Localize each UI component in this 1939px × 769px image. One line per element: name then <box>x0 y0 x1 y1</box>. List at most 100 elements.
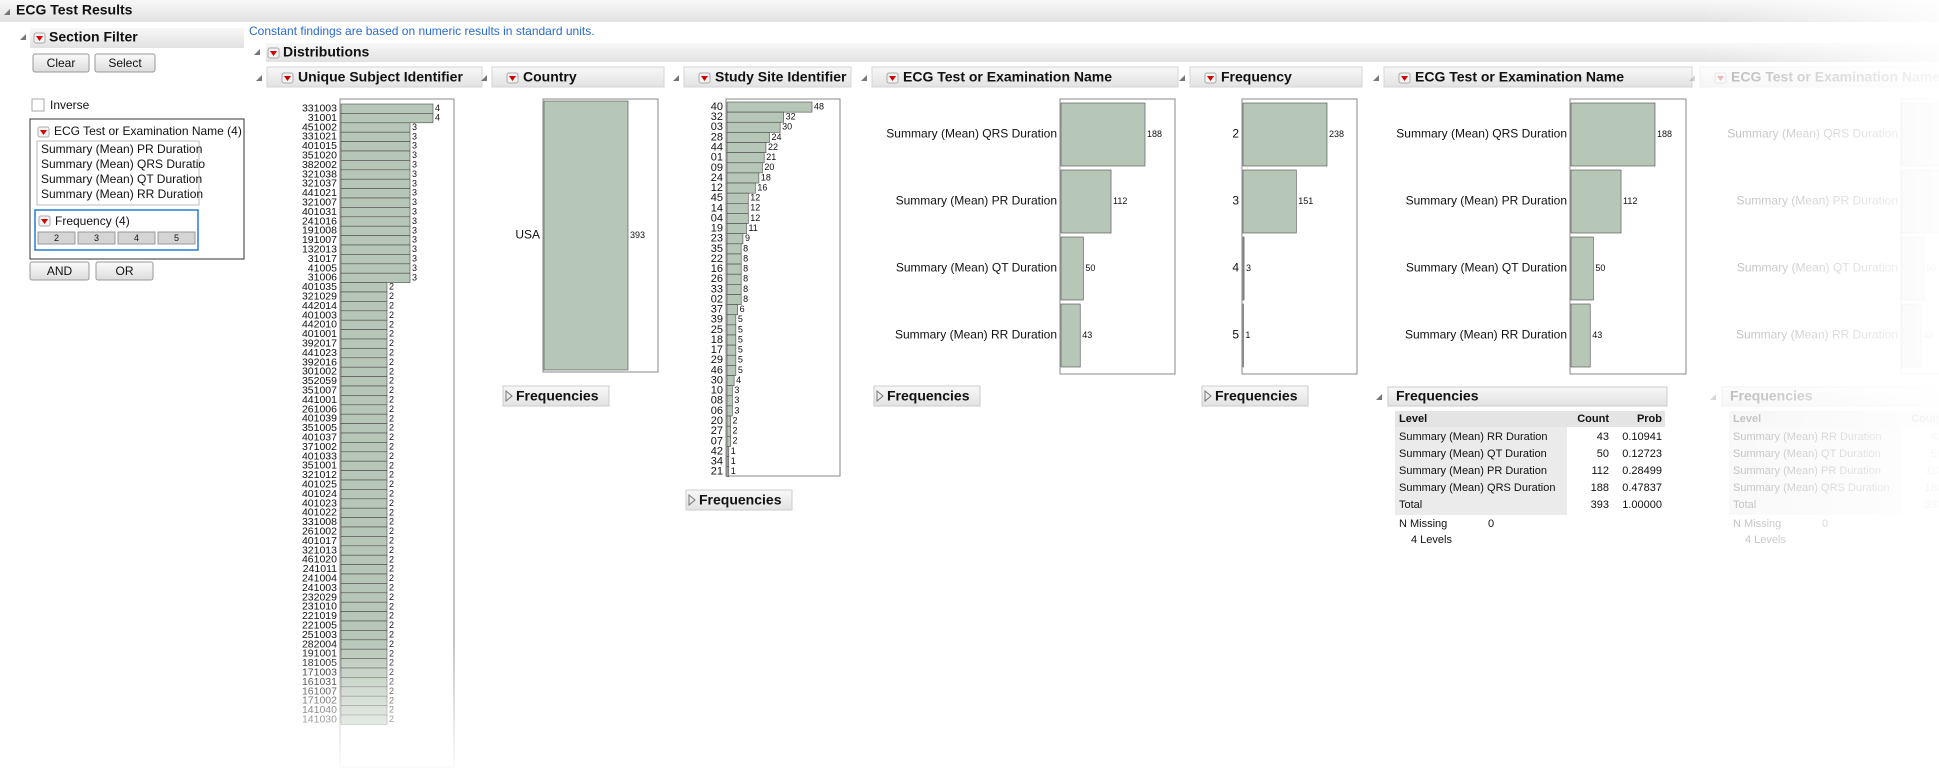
bar <box>726 263 742 275</box>
value-label: 2 <box>389 357 394 367</box>
list-item[interactable]: Summary (Mean) PR Duration <box>41 142 202 156</box>
bar-label: 401025 <box>302 478 337 490</box>
level-label[interactable]: 2 <box>54 233 59 243</box>
value-label: 50 <box>1085 263 1095 273</box>
outline-toggle[interactable] <box>256 75 262 81</box>
bar <box>726 192 749 204</box>
value-label: 3 <box>412 169 417 179</box>
bar-label: 18 <box>711 334 723 346</box>
level-button[interactable] <box>37 231 76 245</box>
checkbox[interactable] <box>31 98 45 112</box>
bar-label: 42 <box>711 445 723 457</box>
value-label: 12 <box>750 203 760 213</box>
button[interactable] <box>95 261 154 281</box>
button[interactable] <box>29 261 90 281</box>
bar <box>1060 102 1146 167</box>
bar-label: 24 <box>711 172 723 184</box>
outline-toggle[interactable] <box>254 49 260 55</box>
level-label[interactable]: 5 <box>174 233 179 243</box>
collapsed-toggle[interactable] <box>1204 389 1212 403</box>
value-label: 32 <box>786 112 796 122</box>
value-label: 2 <box>389 319 394 329</box>
list-item[interactable]: Summary (Mean) QT Duration <box>41 172 202 186</box>
outline-toggle[interactable] <box>1179 75 1185 81</box>
report-header[interactable] <box>502 385 610 407</box>
value-label: 8 <box>743 243 748 253</box>
outline-toggle[interactable] <box>4 9 10 15</box>
bar-label: 321037 <box>302 178 337 190</box>
outline-toggle[interactable] <box>1376 394 1382 400</box>
value-label: 238 <box>1329 129 1344 139</box>
report-title[interactable]: Frequencies <box>699 492 782 508</box>
outline-toggle[interactable] <box>1373 75 1379 81</box>
note: Constant findings are based on numeric r… <box>249 24 595 38</box>
bar <box>340 517 388 528</box>
list-item[interactable]: Summary (Mean) QRS Duratio <box>41 157 205 171</box>
button[interactable] <box>32 53 90 73</box>
value-label: 188 <box>1147 129 1162 139</box>
value-label: 2 <box>389 451 394 461</box>
button[interactable] <box>94 53 156 73</box>
bar <box>726 253 742 265</box>
bar-label: 321012 <box>302 469 337 481</box>
value-label: 4 <box>435 112 440 122</box>
bar <box>340 263 411 274</box>
outline-toggle[interactable] <box>861 75 867 81</box>
value-label: 22 <box>768 142 778 152</box>
menu-arrow <box>509 76 516 81</box>
outline-toggle[interactable] <box>481 75 487 81</box>
level-label[interactable]: 4 <box>134 233 139 243</box>
bar-label: 392017 <box>302 337 337 349</box>
level-button[interactable] <box>157 231 196 245</box>
bar <box>340 583 388 594</box>
level-button[interactable] <box>77 231 116 245</box>
level-button[interactable] <box>117 231 156 245</box>
report-header[interactable] <box>873 385 981 407</box>
collapsed-toggle[interactable] <box>876 389 884 403</box>
bar <box>340 291 388 302</box>
report-title[interactable]: Frequencies <box>1215 388 1298 404</box>
panel-header <box>1189 66 1363 88</box>
outline-toggle[interactable] <box>20 34 26 40</box>
value-label: 2 <box>389 385 394 395</box>
bar-label: Summary (Mean) QT Duration <box>896 261 1057 275</box>
report-header[interactable] <box>1201 385 1309 407</box>
level-label[interactable]: 3 <box>94 233 99 243</box>
value-label: 3 <box>734 395 739 405</box>
button-label[interactable]: Clear <box>47 56 76 70</box>
bar <box>340 357 388 368</box>
list-item[interactable]: Summary (Mean) RR Duration <box>41 187 203 201</box>
table-cell: 43 <box>1597 431 1609 443</box>
button-label[interactable]: OR <box>116 264 134 278</box>
report-title[interactable]: Frequencies <box>516 388 599 404</box>
bar <box>1242 169 1297 234</box>
collapsed-toggle[interactable] <box>688 493 696 507</box>
report-title[interactable]: Frequencies <box>887 388 970 404</box>
button-label[interactable]: AND <box>47 264 73 278</box>
value-label: 2 <box>389 620 394 630</box>
outline-toggle[interactable] <box>673 75 679 81</box>
collapsed-toggle[interactable] <box>505 389 513 403</box>
bar <box>726 324 737 336</box>
value-label: 5 <box>738 314 743 324</box>
bar-label: 461020 <box>302 554 337 566</box>
bar-label: 21 <box>711 466 723 478</box>
bar-label: 401035 <box>302 281 337 293</box>
table-cell: 0.47837 <box>1622 482 1662 494</box>
bar-label: 06 <box>711 405 723 417</box>
bar-label: 46 <box>711 364 723 376</box>
bar-label: 401015 <box>302 140 337 152</box>
bar <box>340 442 388 453</box>
value-label: 2 <box>389 611 394 621</box>
outline-toggle[interactable] <box>1689 75 1695 81</box>
bar-label: 31017 <box>308 253 337 265</box>
bar <box>726 314 737 326</box>
report-header[interactable] <box>685 489 793 511</box>
table-cell: 0.10941 <box>1622 431 1662 443</box>
button-label[interactable]: Select <box>108 56 142 70</box>
menu-arrow <box>1207 76 1214 81</box>
bar <box>340 160 411 171</box>
bar <box>1570 236 1594 301</box>
freq-box-title: Frequency (4) <box>55 214 130 228</box>
bar <box>340 395 388 406</box>
